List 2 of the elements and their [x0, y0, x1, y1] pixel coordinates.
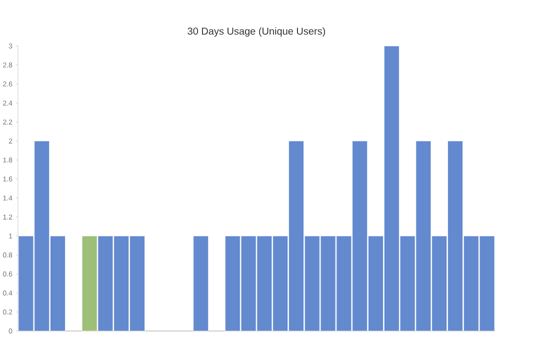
- chart-title: 30 Days Usage (Unique Users): [188, 27, 326, 37]
- bar: [193, 236, 209, 332]
